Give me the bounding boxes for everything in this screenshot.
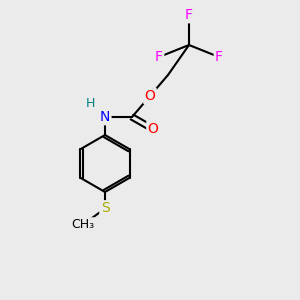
Text: O: O: [145, 89, 155, 103]
Text: CH₃: CH₃: [71, 218, 94, 232]
Text: F: F: [155, 50, 163, 64]
Text: S: S: [100, 202, 109, 215]
Text: F: F: [185, 8, 193, 22]
Text: H: H: [85, 97, 95, 110]
Text: F: F: [215, 50, 223, 64]
Text: N: N: [100, 110, 110, 124]
Text: O: O: [148, 122, 158, 136]
